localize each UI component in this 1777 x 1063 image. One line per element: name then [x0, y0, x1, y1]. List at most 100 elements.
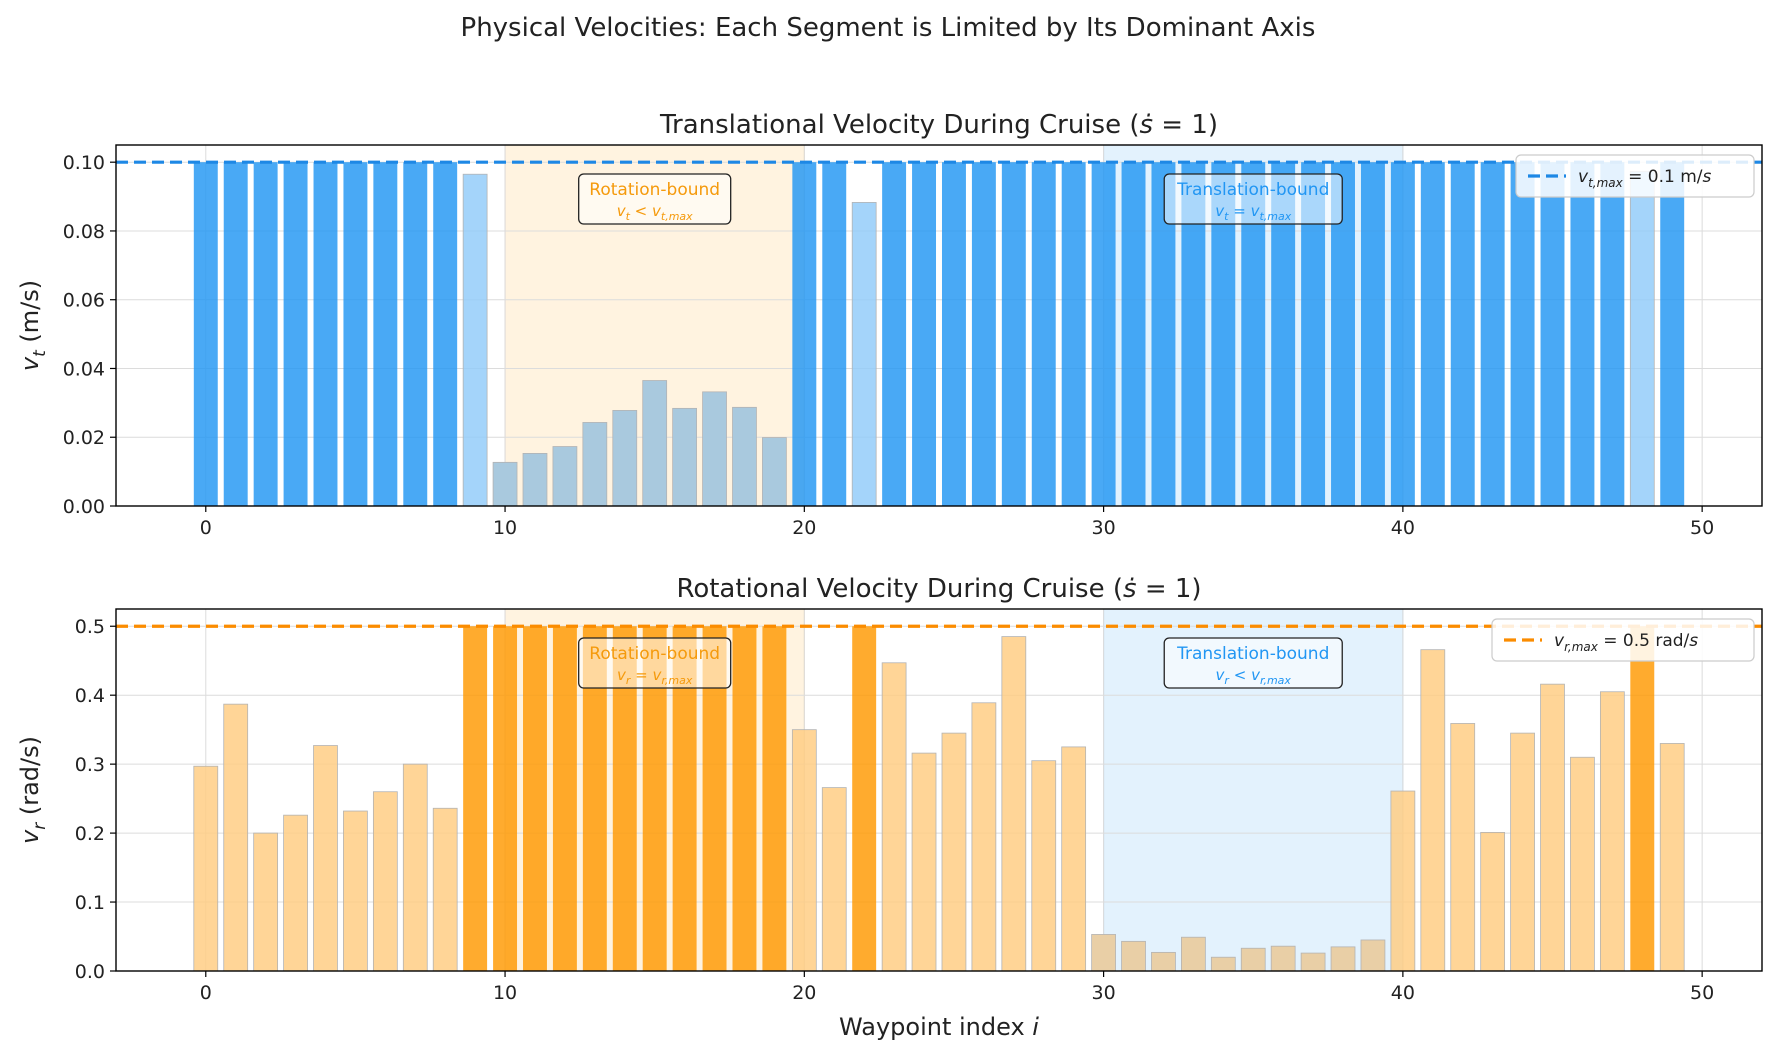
bar — [672, 407, 697, 507]
bar — [1420, 162, 1445, 506]
y-tick-label: 0.10 — [63, 152, 105, 174]
bar — [612, 626, 637, 971]
x-tick-label: 40 — [1391, 517, 1415, 539]
y-tick-label: 0.08 — [63, 221, 105, 243]
bar — [1570, 756, 1595, 972]
legend-entry: vr,max​ = 0.5 rad/s — [1554, 631, 1698, 654]
bar — [702, 391, 727, 507]
bar — [463, 626, 488, 971]
bar — [792, 162, 817, 506]
bar — [1360, 162, 1385, 506]
annotation-label: Translation-bound — [1176, 644, 1329, 664]
bar — [702, 626, 727, 971]
annotation-label: Rotation-bound — [589, 644, 720, 664]
bar — [493, 626, 518, 971]
y-tick-label: 0.04 — [63, 358, 105, 380]
bar — [672, 626, 697, 971]
bar — [523, 626, 547, 971]
bar — [373, 162, 398, 506]
bar — [1240, 947, 1266, 972]
y-tick-label: 0.4 — [75, 685, 105, 707]
bar — [1091, 162, 1116, 506]
axes-frame — [115, 144, 1763, 507]
y-tick-label: 0.3 — [75, 754, 105, 776]
bar — [582, 422, 608, 507]
bar — [941, 732, 967, 972]
bar — [343, 810, 368, 972]
y-axis-label: vr​ (rad/s) — [16, 736, 50, 844]
bar — [1360, 939, 1386, 972]
x-axis-label: Waypoint index i — [839, 1013, 1039, 1041]
bar — [1570, 162, 1595, 506]
annotation-sublabel: vt​ < vt,max​ — [617, 202, 693, 223]
bar — [1660, 162, 1685, 506]
y-tick-label: 0.00 — [63, 496, 105, 518]
bar — [1001, 162, 1026, 506]
bar — [1151, 951, 1176, 972]
y-tick-label: 0.2 — [75, 823, 105, 845]
legend-entry: vt,max​ = 0.1 m/s — [1578, 167, 1712, 190]
bar — [1450, 162, 1475, 506]
bar — [432, 807, 458, 972]
bar — [1300, 952, 1326, 972]
bar — [1540, 162, 1565, 506]
x-tick-label: 20 — [792, 517, 816, 539]
bar — [1390, 790, 1416, 972]
bar — [1151, 162, 1176, 506]
legend-box — [1491, 618, 1755, 662]
bar — [1630, 626, 1655, 971]
bar — [1540, 683, 1565, 972]
bar — [1659, 743, 1685, 972]
x-tick-label: 50 — [1690, 517, 1714, 539]
legend: vt,max​ = 0.1 m/s — [1515, 154, 1755, 198]
annotation-sublabel: vt​ = vt,max​ — [1215, 202, 1291, 223]
bar — [1420, 649, 1446, 972]
bar — [1121, 162, 1146, 506]
bar — [1270, 945, 1296, 972]
bar — [1390, 162, 1415, 506]
bar — [582, 626, 607, 971]
bar — [852, 626, 877, 971]
annotation-sublabel: vr​ < vr,max​ — [1216, 666, 1292, 687]
x-tick-label: 30 — [1092, 517, 1116, 539]
bar — [372, 791, 398, 972]
bar — [612, 410, 638, 507]
x-tick-label: 20 — [792, 982, 816, 1004]
bar — [851, 202, 877, 507]
bar — [762, 437, 787, 507]
bar — [1181, 162, 1206, 506]
bar — [1600, 162, 1625, 506]
y-tick-label: 0.06 — [63, 290, 105, 312]
x-tick-label: 10 — [493, 517, 517, 539]
bar — [1181, 936, 1206, 972]
y-tick-label: 0.02 — [63, 427, 105, 449]
y-tick-label: 0.5 — [75, 616, 105, 638]
bar — [313, 162, 338, 506]
bar — [732, 406, 757, 507]
annotation-box — [578, 173, 732, 225]
bar — [223, 162, 248, 506]
panel-title: Translational Velocity During Cruise (ṡ … — [659, 110, 1218, 140]
y-tick-label: 0.0 — [75, 961, 105, 983]
bar — [433, 162, 458, 506]
x-tick-label: 10 — [493, 982, 517, 1004]
bar — [911, 752, 937, 972]
bar — [253, 162, 278, 506]
bar — [193, 162, 218, 506]
bar — [881, 662, 907, 972]
bar — [821, 787, 847, 972]
bar — [1510, 162, 1535, 506]
annotation-label: Rotation-bound — [589, 180, 720, 200]
bar — [642, 380, 668, 507]
x-tick-label: 30 — [1092, 982, 1116, 1004]
bar — [1061, 162, 1086, 506]
bar — [642, 626, 667, 971]
bar — [971, 162, 996, 506]
bar — [283, 162, 308, 506]
bar — [1211, 162, 1236, 506]
x-tick-label: 0 — [200, 982, 212, 1004]
bar — [492, 461, 518, 507]
